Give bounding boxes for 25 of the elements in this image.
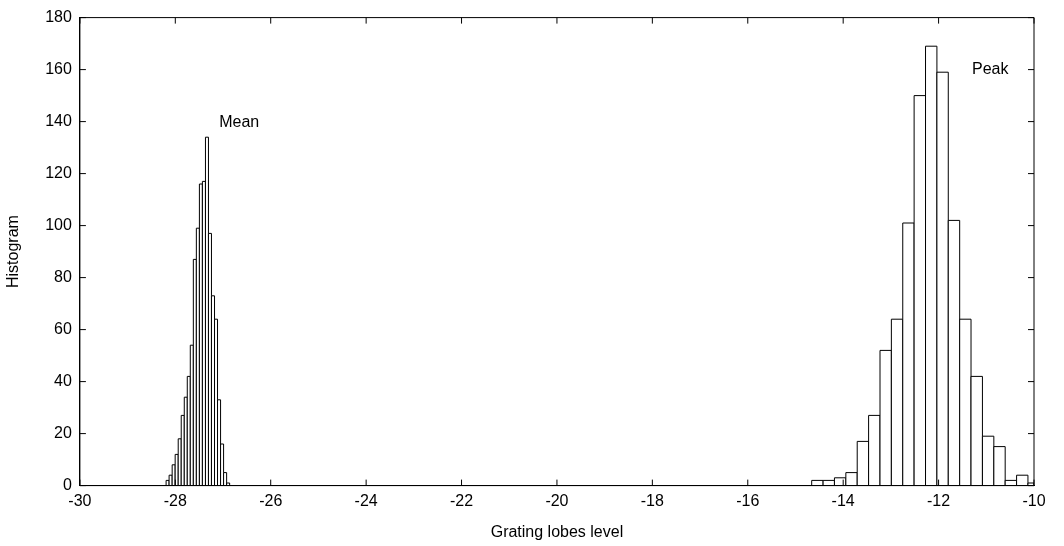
x-tick-label: -30: [68, 491, 92, 509]
x-tick-label: -14: [831, 491, 855, 509]
x-tick-label: -22: [449, 491, 474, 509]
y-tick-label: 0: [62, 476, 72, 494]
y-tick-label: 120: [45, 164, 72, 182]
x-tick-label: -28: [163, 491, 187, 509]
annotation: Peak: [971, 59, 1010, 77]
y-tick-label: 60: [54, 320, 72, 338]
x-tick-label: -16: [736, 491, 760, 509]
y-tick-label: 20: [54, 424, 72, 442]
x-tick-label: -26: [259, 491, 283, 509]
x-tick-label: -12: [927, 491, 951, 509]
x-tick-label: -18: [640, 491, 665, 509]
x-axis-title: Grating lobes level: [490, 522, 624, 540]
y-tick-label: 80: [54, 268, 72, 286]
y-tick-label: 140: [45, 112, 72, 130]
annotation: Mean: [219, 112, 260, 130]
y-axis-title: Histogram: [4, 215, 22, 289]
x-tick-label: -20: [545, 491, 569, 509]
y-tick-label: 160: [45, 60, 72, 78]
y-tick-label: 180: [45, 8, 72, 26]
x-tick-label: -10: [1022, 491, 1046, 509]
x-tick-label: -24: [354, 491, 378, 509]
y-tick-label: 100: [45, 216, 72, 234]
y-tick-label: 40: [54, 372, 72, 390]
